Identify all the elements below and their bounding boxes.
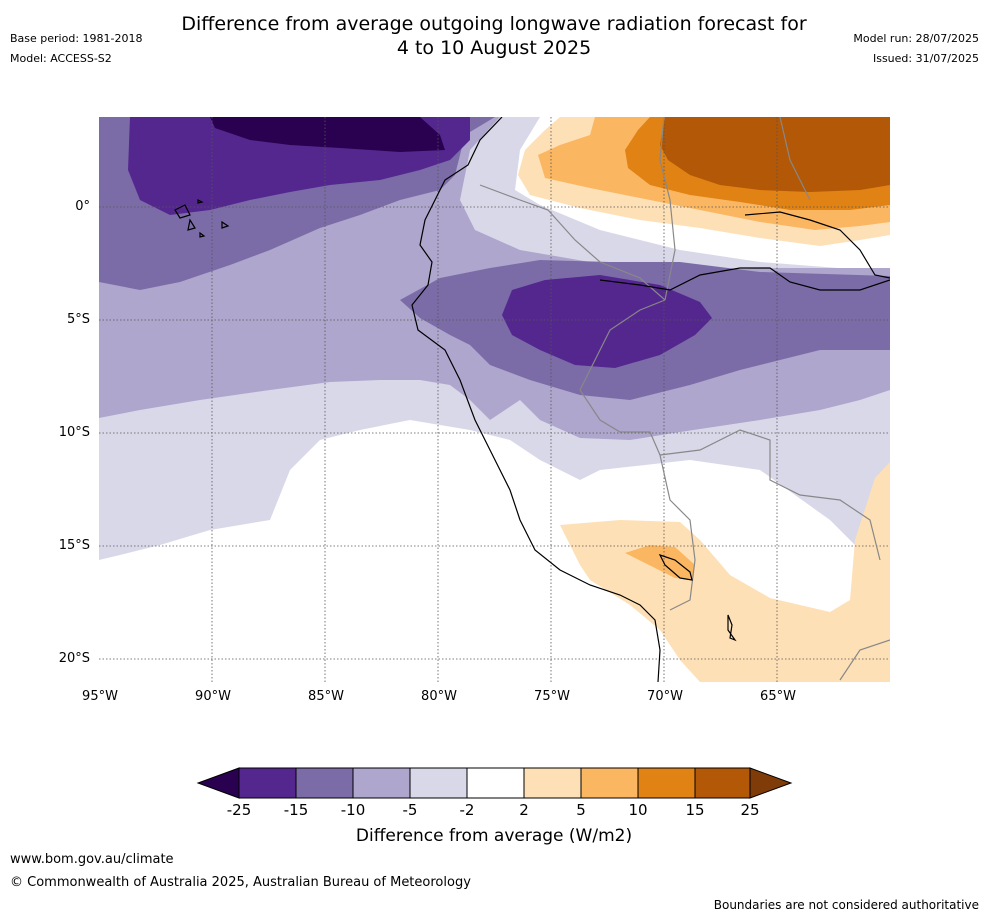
galapagos-islands bbox=[174, 199, 230, 238]
amazon-river bbox=[599, 267, 890, 291]
base-period: Base period: 1981-2018 bbox=[10, 32, 143, 45]
lat-label-10s: 10°S bbox=[58, 425, 90, 440]
colorbar bbox=[196, 767, 793, 799]
colorbar-bin-5-10 bbox=[580, 767, 639, 799]
map-area bbox=[99, 117, 890, 682]
website-link[interactable]: www.bom.gov.au/climate bbox=[10, 852, 174, 867]
lat-label-15s: 15°S bbox=[58, 538, 90, 553]
colorbar-tick: 25 bbox=[740, 801, 760, 819]
lat-label-0: 0° bbox=[75, 199, 90, 214]
model-run: Model run: 28/07/2025 bbox=[853, 32, 979, 45]
pacific-coastline bbox=[411, 117, 661, 682]
lon-label-90w: 90°W bbox=[195, 689, 231, 704]
lake-poopo bbox=[727, 614, 737, 642]
colorbar-bin-minus15-minus10 bbox=[295, 767, 354, 799]
colorbar-tick: -10 bbox=[340, 801, 366, 819]
graticule bbox=[99, 117, 890, 682]
meta-right: Model run: 28/07/2025 Issued: 31/07/2025 bbox=[853, 29, 979, 69]
anomaly-band-below-minus25 bbox=[210, 117, 445, 152]
country-borders bbox=[479, 117, 890, 681]
lon-label-80w: 80°W bbox=[421, 689, 457, 704]
colorbar-tick: 2 bbox=[519, 801, 529, 819]
lake-titicaca bbox=[658, 553, 693, 581]
colorbar-bin-minus2-2 bbox=[466, 767, 525, 799]
lon-label-75w: 75°W bbox=[534, 689, 570, 704]
lon-label-85w: 85°W bbox=[308, 689, 344, 704]
colorbar-tick: 5 bbox=[576, 801, 586, 819]
colorbar-extend-high bbox=[749, 767, 793, 799]
anomaly-band-2-to-5-south bbox=[560, 462, 890, 682]
copyright-notice: © Commonwealth of Australia 2025, Austra… bbox=[10, 875, 471, 890]
colorbar-tick: -25 bbox=[226, 801, 252, 819]
colorbar-extend-low bbox=[196, 767, 240, 799]
title-line-1: Difference from average outgoing longwav… bbox=[181, 13, 807, 35]
colorbar-tick: -15 bbox=[283, 801, 309, 819]
caribbean-coastline bbox=[744, 211, 890, 279]
title-line-2: 4 to 10 August 2025 bbox=[396, 37, 592, 59]
colorbar-tick: -5 bbox=[402, 801, 418, 819]
colorbar-bin-minus25-minus15 bbox=[238, 767, 297, 799]
lon-label-65w: 65°W bbox=[760, 689, 796, 704]
issued-date: Issued: 31/07/2025 bbox=[872, 52, 979, 65]
colorbar-bin-15-25 bbox=[694, 767, 751, 799]
colorbar-bin-minus10-minus5 bbox=[352, 767, 411, 799]
colorbar-bin-minus5-minus2 bbox=[409, 767, 468, 799]
lat-label-20s: 20°S bbox=[58, 651, 90, 666]
colorbar-bin-2-5 bbox=[523, 767, 582, 799]
disclaimer: Boundaries are not considered authoritat… bbox=[713, 898, 979, 912]
meta-left: Base period: 1981-2018 Model: ACCESS-S2 bbox=[10, 29, 142, 69]
lat-label-5s: 5°S bbox=[66, 312, 90, 327]
anomaly-band-15-to-25 bbox=[660, 117, 890, 192]
map-title: Difference from average outgoing longwav… bbox=[0, 12, 988, 60]
colorbar-tick: -2 bbox=[459, 801, 475, 819]
colorbar-tick: 15 bbox=[685, 801, 705, 819]
lon-label-95w: 95°W bbox=[82, 689, 118, 704]
anomaly-band-5-to-10-south bbox=[625, 545, 695, 580]
model-name: Model: ACCESS-S2 bbox=[10, 52, 112, 65]
colorbar-tick: 10 bbox=[628, 801, 648, 819]
lon-label-70w: 70°W bbox=[647, 689, 683, 704]
coastlines bbox=[174, 117, 890, 682]
colorbar-title: Difference from average (W/m2) bbox=[355, 826, 633, 846]
anomaly-band-minus15-to-minus25-south bbox=[502, 275, 712, 368]
colorbar-bin-10-15 bbox=[637, 767, 696, 799]
